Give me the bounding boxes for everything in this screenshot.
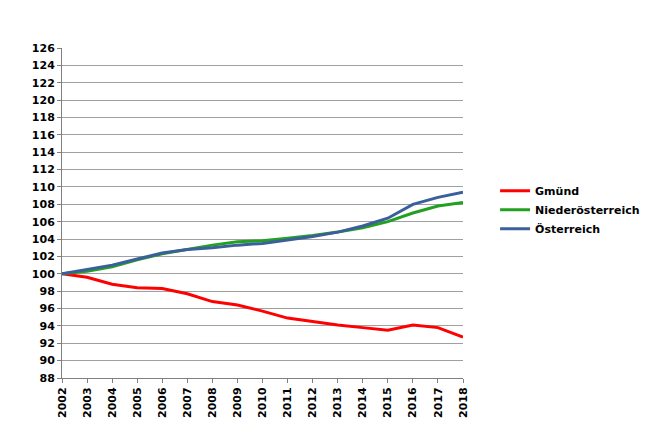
svg-text:2006: 2006 <box>156 387 169 418</box>
svg-text:2002: 2002 <box>56 387 69 418</box>
svg-text:2016: 2016 <box>406 387 419 418</box>
svg-text:Niederösterreich: Niederösterreich <box>535 204 639 217</box>
svg-text:2010: 2010 <box>256 387 269 418</box>
svg-text:88: 88 <box>39 372 54 385</box>
svg-text:100: 100 <box>32 268 55 281</box>
svg-text:90: 90 <box>39 354 55 367</box>
svg-text:110: 110 <box>32 181 55 194</box>
svg-text:124: 124 <box>32 59 55 72</box>
svg-text:2014: 2014 <box>356 387 369 418</box>
svg-text:2015: 2015 <box>381 387 394 418</box>
svg-text:108: 108 <box>32 198 55 211</box>
svg-text:94: 94 <box>39 320 55 333</box>
svg-text:2013: 2013 <box>331 387 344 418</box>
svg-text:114: 114 <box>32 146 55 159</box>
svg-text:Gmünd: Gmünd <box>535 185 579 198</box>
svg-text:92: 92 <box>39 337 54 350</box>
svg-text:122: 122 <box>32 77 55 90</box>
svg-text:120: 120 <box>32 94 55 107</box>
svg-text:2009: 2009 <box>231 387 244 418</box>
svg-text:Österreich: Österreich <box>535 222 600 236</box>
svg-text:106: 106 <box>32 216 55 229</box>
svg-text:118: 118 <box>32 111 55 124</box>
svg-text:98: 98 <box>39 285 54 298</box>
svg-text:2003: 2003 <box>81 387 94 418</box>
svg-text:2011: 2011 <box>281 387 294 418</box>
svg-text:2017: 2017 <box>432 387 445 418</box>
svg-text:112: 112 <box>32 163 55 176</box>
svg-text:2005: 2005 <box>131 387 144 418</box>
svg-text:2004: 2004 <box>106 387 119 418</box>
svg-text:2012: 2012 <box>306 387 319 418</box>
svg-text:2008: 2008 <box>206 387 219 418</box>
svg-text:96: 96 <box>39 302 55 315</box>
svg-text:104: 104 <box>32 233 55 246</box>
svg-text:116: 116 <box>32 129 55 142</box>
svg-text:102: 102 <box>32 250 55 263</box>
svg-text:126: 126 <box>32 42 55 55</box>
svg-text:2007: 2007 <box>181 387 194 418</box>
svg-text:2018: 2018 <box>457 387 470 418</box>
